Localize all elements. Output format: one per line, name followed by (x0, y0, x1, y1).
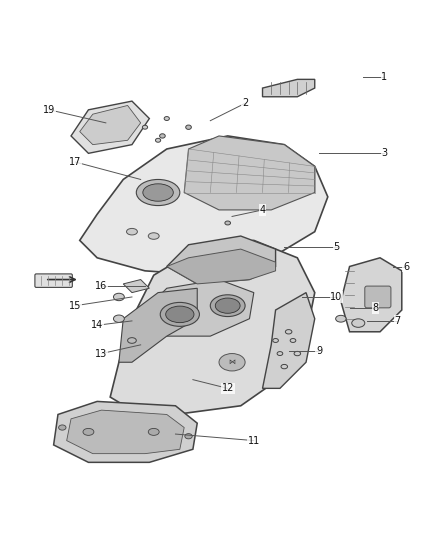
Text: 10: 10 (330, 292, 343, 302)
Text: 14: 14 (91, 320, 103, 330)
Ellipse shape (113, 293, 124, 301)
Polygon shape (123, 279, 149, 293)
Ellipse shape (336, 316, 346, 322)
Ellipse shape (164, 117, 170, 120)
Ellipse shape (160, 302, 199, 326)
Ellipse shape (281, 365, 288, 369)
Ellipse shape (286, 329, 292, 334)
Text: 19: 19 (43, 105, 55, 115)
Text: 4: 4 (259, 205, 265, 215)
Polygon shape (119, 288, 197, 362)
Ellipse shape (155, 139, 161, 142)
Polygon shape (71, 101, 149, 154)
Ellipse shape (352, 319, 365, 327)
Ellipse shape (148, 429, 159, 435)
Ellipse shape (294, 351, 300, 356)
Ellipse shape (127, 229, 138, 235)
Polygon shape (80, 106, 141, 144)
Text: 11: 11 (248, 435, 260, 446)
Ellipse shape (219, 353, 245, 371)
Polygon shape (167, 249, 276, 284)
Ellipse shape (225, 221, 230, 225)
FancyBboxPatch shape (365, 286, 391, 308)
Ellipse shape (148, 233, 159, 239)
Text: 3: 3 (381, 148, 388, 158)
Text: 15: 15 (69, 301, 81, 311)
Ellipse shape (273, 338, 279, 342)
Ellipse shape (186, 125, 191, 130)
Polygon shape (67, 410, 184, 454)
Text: ⋈: ⋈ (229, 359, 236, 365)
Ellipse shape (83, 429, 94, 435)
Polygon shape (341, 258, 402, 332)
Ellipse shape (166, 306, 194, 322)
Text: 16: 16 (95, 281, 108, 291)
Ellipse shape (290, 338, 296, 342)
Text: 6: 6 (403, 262, 409, 271)
Ellipse shape (277, 352, 283, 356)
Polygon shape (145, 279, 254, 336)
Text: 1: 1 (381, 72, 388, 82)
Polygon shape (262, 293, 315, 389)
Ellipse shape (215, 298, 240, 313)
FancyBboxPatch shape (35, 274, 72, 287)
Ellipse shape (159, 134, 165, 138)
Ellipse shape (113, 315, 124, 322)
Polygon shape (110, 240, 315, 415)
Polygon shape (80, 136, 328, 275)
Text: 9: 9 (316, 346, 322, 357)
Text: 7: 7 (394, 316, 401, 326)
Polygon shape (53, 401, 197, 462)
Text: 2: 2 (242, 98, 248, 108)
Polygon shape (262, 79, 315, 97)
Text: 5: 5 (333, 242, 339, 252)
Ellipse shape (142, 125, 148, 129)
Polygon shape (184, 136, 315, 210)
Text: 13: 13 (95, 349, 108, 359)
Ellipse shape (143, 184, 173, 201)
Text: 8: 8 (373, 303, 379, 313)
Ellipse shape (59, 425, 66, 430)
Text: 17: 17 (69, 157, 81, 167)
Ellipse shape (127, 338, 136, 343)
Text: 12: 12 (222, 383, 234, 393)
Ellipse shape (210, 295, 245, 317)
Ellipse shape (185, 434, 192, 439)
Polygon shape (167, 236, 276, 284)
Ellipse shape (136, 180, 180, 206)
